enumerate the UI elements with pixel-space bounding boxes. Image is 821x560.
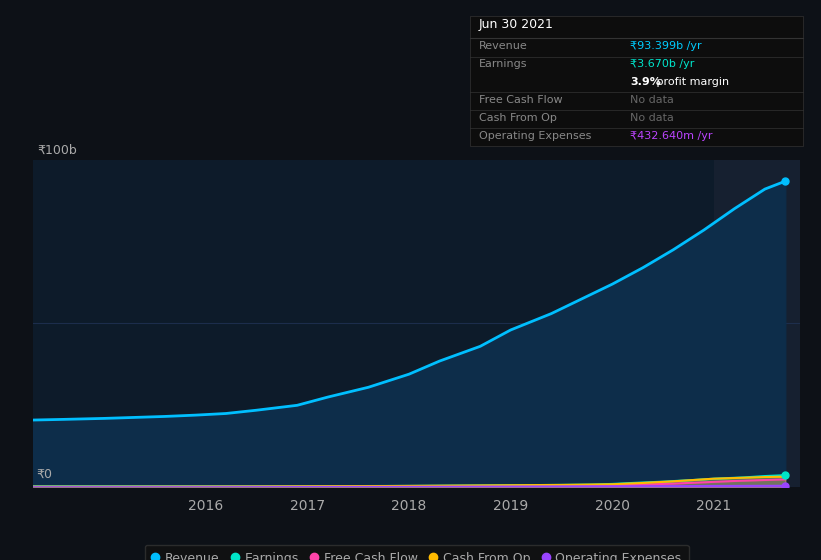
Text: ₹0: ₹0 <box>37 468 53 480</box>
Text: Operating Expenses: Operating Expenses <box>479 131 591 141</box>
Text: Jun 30 2021: Jun 30 2021 <box>479 18 553 31</box>
Text: ₹100b: ₹100b <box>37 144 76 157</box>
Text: Revenue: Revenue <box>479 41 527 52</box>
Text: Free Cash Flow: Free Cash Flow <box>479 95 562 105</box>
Text: No data: No data <box>630 113 674 123</box>
Text: Earnings: Earnings <box>479 59 527 69</box>
Legend: Revenue, Earnings, Free Cash Flow, Cash From Op, Operating Expenses: Revenue, Earnings, Free Cash Flow, Cash … <box>144 545 689 560</box>
Text: profit margin: profit margin <box>653 77 729 87</box>
Text: ₹432.640m /yr: ₹432.640m /yr <box>630 131 713 141</box>
Text: 3.9%: 3.9% <box>630 77 661 87</box>
Bar <box>714 160 800 487</box>
Text: Cash From Op: Cash From Op <box>479 113 557 123</box>
Text: ₹93.399b /yr: ₹93.399b /yr <box>630 41 702 52</box>
Text: No data: No data <box>630 95 674 105</box>
Text: ₹3.670b /yr: ₹3.670b /yr <box>630 59 695 69</box>
